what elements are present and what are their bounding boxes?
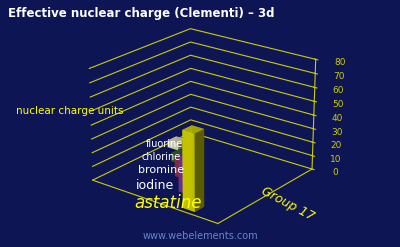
Text: Group 17: Group 17 bbox=[259, 185, 317, 223]
Text: Effective nuclear charge (Clementi) – 3d: Effective nuclear charge (Clementi) – 3d bbox=[8, 7, 274, 21]
Text: www.webelements.com: www.webelements.com bbox=[142, 231, 258, 241]
Text: nuclear charge units: nuclear charge units bbox=[16, 106, 124, 116]
Text: fluorine: fluorine bbox=[146, 140, 183, 149]
Text: chlorine: chlorine bbox=[142, 152, 181, 162]
Text: astatine: astatine bbox=[134, 194, 202, 211]
Text: iodine: iodine bbox=[136, 179, 174, 192]
Text: bromine: bromine bbox=[138, 165, 184, 175]
